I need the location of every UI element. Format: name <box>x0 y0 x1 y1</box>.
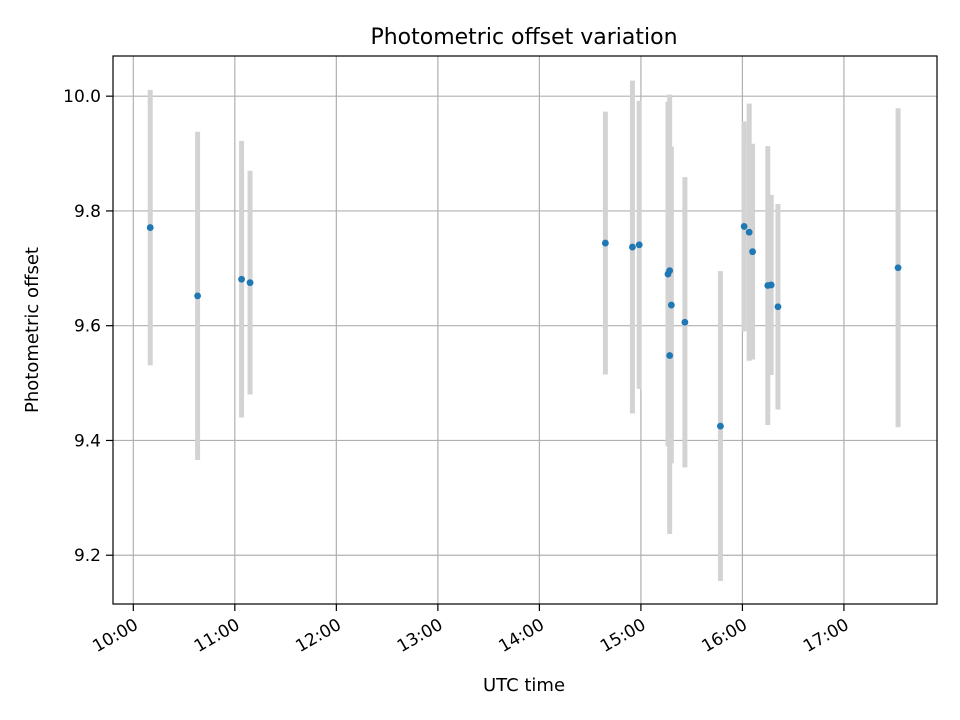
x-tick-label: 10:00 <box>89 615 141 657</box>
x-tick-label: 16:00 <box>698 615 750 657</box>
y-tick-label: 9.2 <box>74 546 101 566</box>
data-point <box>749 248 756 256</box>
data-point <box>666 352 674 359</box>
data-point <box>601 239 609 247</box>
x-axis-ticks: 10:00 11:00 12:00 13:00 14:00 15:00 16:00 17:00 <box>89 604 852 657</box>
data-point <box>194 292 201 300</box>
data-point <box>767 281 775 289</box>
x-tick-label: 14:00 <box>495 615 547 657</box>
chart-title: Photometric offset variation <box>370 25 677 50</box>
data-point <box>146 224 154 231</box>
y-axis-ticks: 9.2 9.4 9.6 9.8 10.0 <box>63 87 113 566</box>
y-tick-label: 9.6 <box>74 317 101 337</box>
x-tick-label: 15:00 <box>597 615 649 657</box>
data-point <box>740 223 748 230</box>
y-tick-label: 9.8 <box>74 202 101 222</box>
data-point <box>635 241 643 249</box>
x-tick-label: 17:00 <box>800 615 852 657</box>
x-tick-label: 12:00 <box>292 615 344 657</box>
data-point <box>629 243 636 251</box>
y-tick-label: 9.4 <box>74 431 101 451</box>
data-points <box>146 223 902 430</box>
x-axis-label: UTC time <box>483 675 565 696</box>
data-point <box>774 303 782 311</box>
data-point <box>666 267 674 275</box>
x-tick-label: 13:00 <box>394 615 446 657</box>
data-point <box>681 318 689 326</box>
y-axis-label: Photometric offset <box>22 247 43 413</box>
grid <box>113 56 937 604</box>
data-point <box>246 279 254 287</box>
y-tick-label: 10.0 <box>63 87 101 107</box>
plot-frame <box>112 55 938 605</box>
x-tick-label: 11:00 <box>191 615 243 657</box>
data-point <box>745 228 753 236</box>
data-point <box>717 422 724 430</box>
error-bars <box>147 80 901 582</box>
data-point <box>667 301 675 309</box>
data-point <box>238 275 245 283</box>
data-point <box>894 264 902 272</box>
